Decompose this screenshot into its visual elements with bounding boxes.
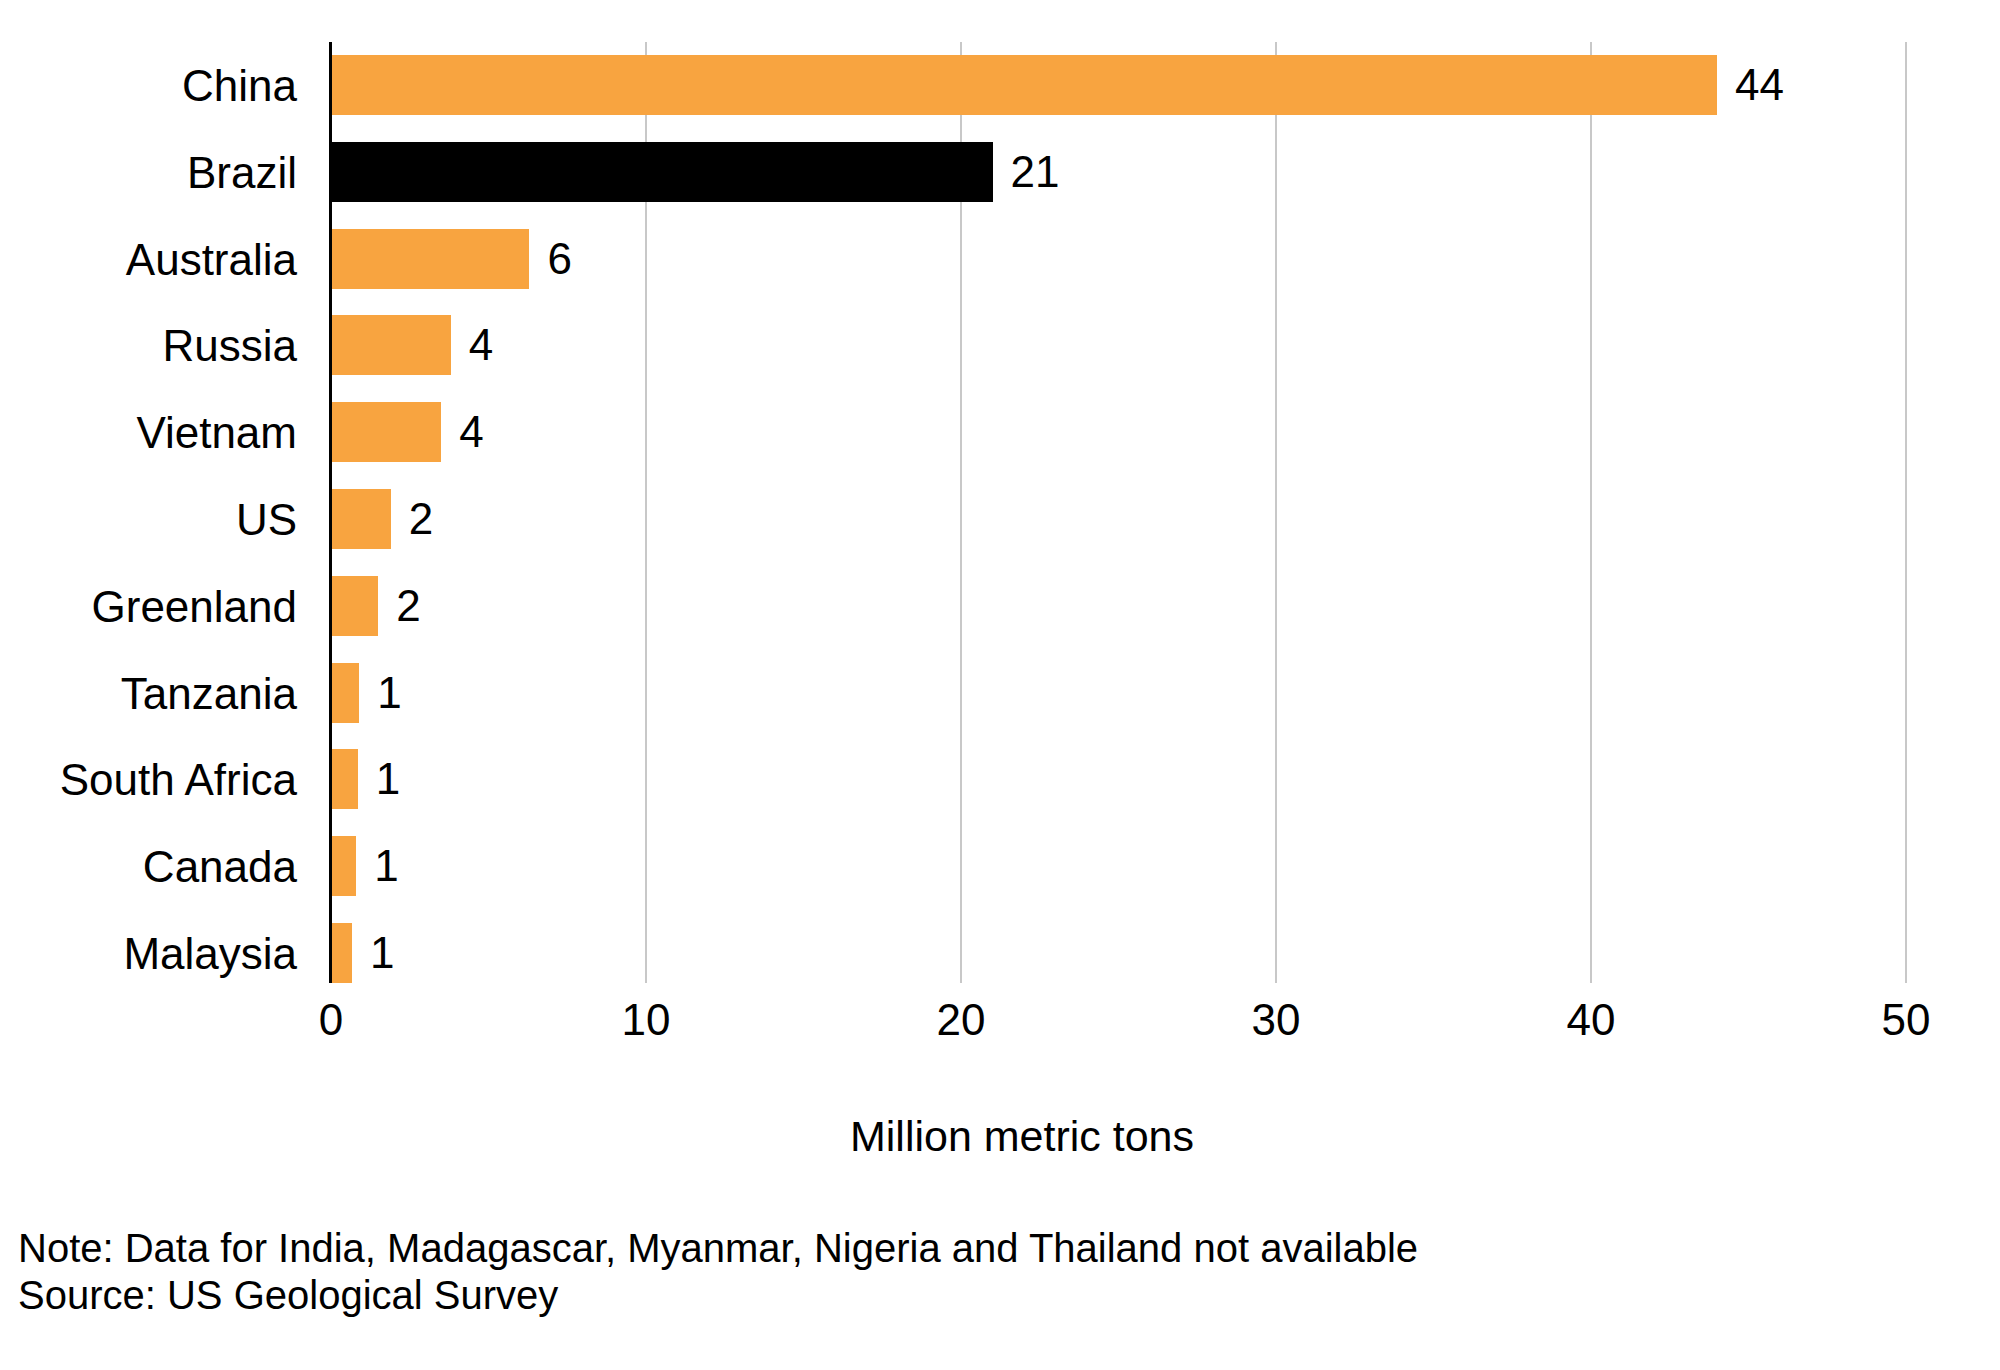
bar-greenland xyxy=(331,576,378,636)
value-label-canada: 1 xyxy=(374,836,398,896)
value-label-vietnam: 4 xyxy=(459,402,483,462)
x-tick-label-20: 20 xyxy=(881,995,1041,1045)
bar-us xyxy=(331,489,391,549)
x-tick-label-40: 40 xyxy=(1511,995,1671,1045)
category-label-canada: Canada xyxy=(143,836,297,896)
value-label-brazil: 21 xyxy=(1011,142,1060,202)
y-axis-line xyxy=(329,42,332,983)
bar-australia xyxy=(331,229,529,289)
value-label-australia: 6 xyxy=(547,229,571,289)
gridline-50 xyxy=(1905,42,1907,983)
gridline-40 xyxy=(1590,42,1592,983)
x-tick-label-10: 10 xyxy=(566,995,726,1045)
note-block: Note: Data for India, Madagascar, Myanma… xyxy=(18,1225,1418,1319)
category-label-china: China xyxy=(182,55,297,115)
category-label-brazil: Brazil xyxy=(187,142,297,202)
category-label-russia: Russia xyxy=(163,315,298,375)
bar-south-africa xyxy=(331,749,358,809)
value-label-russia: 4 xyxy=(469,315,493,375)
bar-brazil xyxy=(331,142,993,202)
value-label-greenland: 2 xyxy=(396,576,420,636)
x-tick-label-50: 50 xyxy=(1826,995,1986,1045)
value-label-south-africa: 1 xyxy=(376,749,400,809)
value-label-malaysia: 1 xyxy=(370,923,394,983)
bar-russia xyxy=(331,315,451,375)
category-label-malaysia: Malaysia xyxy=(123,923,297,983)
category-label-vietnam: Vietnam xyxy=(136,402,297,462)
value-label-china: 44 xyxy=(1735,55,1784,115)
category-label-tanzania: Tanzania xyxy=(121,663,297,723)
bar-china xyxy=(331,55,1717,115)
category-label-us: US xyxy=(236,489,297,549)
value-label-tanzania: 1 xyxy=(377,663,401,723)
category-label-australia: Australia xyxy=(126,229,297,289)
value-label-us: 2 xyxy=(409,489,433,549)
plot-area: 4421644221111 xyxy=(331,42,1906,983)
source-text: Source: US Geological Survey xyxy=(18,1272,1418,1319)
bar-vietnam xyxy=(331,402,441,462)
gridline-30 xyxy=(1275,42,1277,983)
x-tick-label-0: 0 xyxy=(251,995,411,1045)
note-text: Note: Data for India, Madagascar, Myanma… xyxy=(18,1225,1418,1272)
category-label-south-africa: South Africa xyxy=(60,749,297,809)
x-axis-title: Million metric tons xyxy=(622,1112,1422,1161)
bar-chart-figure: 4421644221111 Million metric tons Note: … xyxy=(0,0,2000,1370)
bar-malaysia xyxy=(331,923,352,983)
category-label-greenland: Greenland xyxy=(92,576,297,636)
bar-canada xyxy=(331,836,356,896)
x-tick-label-30: 30 xyxy=(1196,995,1356,1045)
bar-tanzania xyxy=(331,663,359,723)
